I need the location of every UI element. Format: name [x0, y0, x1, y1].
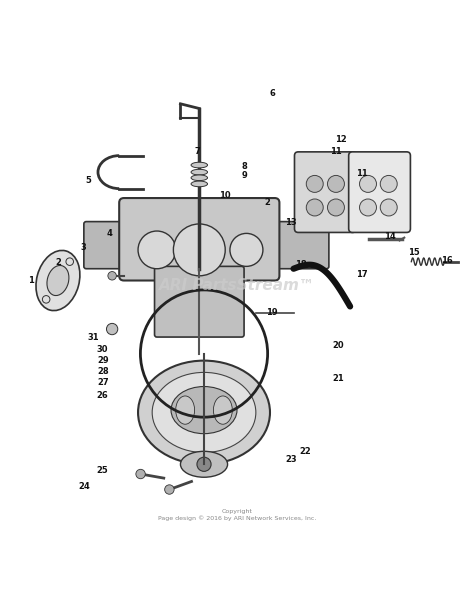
Text: 25: 25: [97, 466, 109, 475]
Circle shape: [66, 258, 73, 266]
Circle shape: [306, 199, 323, 216]
Text: 11: 11: [330, 147, 342, 156]
Text: 20: 20: [332, 340, 344, 349]
Circle shape: [359, 199, 376, 216]
Text: 14: 14: [384, 232, 396, 241]
FancyBboxPatch shape: [349, 152, 410, 232]
Text: 5: 5: [86, 176, 91, 185]
Text: 31: 31: [88, 333, 99, 342]
Circle shape: [359, 175, 376, 192]
Circle shape: [42, 296, 50, 303]
Circle shape: [328, 199, 345, 216]
Circle shape: [328, 175, 345, 192]
Circle shape: [380, 175, 397, 192]
Ellipse shape: [176, 396, 195, 424]
FancyBboxPatch shape: [155, 266, 244, 337]
Text: 13: 13: [285, 218, 297, 227]
Ellipse shape: [191, 162, 208, 168]
Text: 28: 28: [97, 367, 109, 376]
Text: 1: 1: [27, 276, 34, 285]
Text: 24: 24: [78, 482, 90, 491]
Ellipse shape: [138, 361, 270, 465]
Text: 3: 3: [81, 243, 87, 252]
Text: ARI PartsStream™: ARI PartsStream™: [159, 278, 315, 293]
Circle shape: [380, 199, 397, 216]
Circle shape: [107, 323, 118, 334]
Text: 9: 9: [241, 171, 247, 180]
Text: 26: 26: [97, 390, 109, 400]
Text: 12: 12: [335, 135, 346, 144]
Circle shape: [306, 175, 323, 192]
FancyBboxPatch shape: [294, 152, 356, 232]
Ellipse shape: [36, 251, 80, 311]
Ellipse shape: [191, 169, 208, 175]
Ellipse shape: [191, 181, 208, 187]
Circle shape: [164, 485, 174, 494]
Circle shape: [197, 457, 211, 472]
Text: 30: 30: [97, 345, 109, 354]
Text: 10: 10: [219, 191, 231, 200]
Circle shape: [230, 233, 263, 266]
Text: 7: 7: [194, 147, 200, 156]
Text: 2: 2: [264, 198, 271, 207]
Text: 29: 29: [97, 356, 109, 365]
Circle shape: [138, 231, 176, 268]
Text: 16: 16: [441, 256, 453, 265]
Circle shape: [108, 271, 117, 280]
Text: 8: 8: [241, 162, 247, 170]
Text: 22: 22: [300, 447, 311, 456]
Text: 6: 6: [269, 89, 275, 98]
Text: 11: 11: [356, 169, 368, 178]
FancyBboxPatch shape: [119, 198, 279, 280]
Text: 27: 27: [97, 378, 109, 387]
Text: 2: 2: [55, 258, 61, 267]
Text: 23: 23: [285, 455, 297, 464]
Text: 4: 4: [107, 229, 113, 238]
Text: 15: 15: [408, 248, 419, 257]
Ellipse shape: [47, 266, 69, 296]
Ellipse shape: [152, 372, 256, 453]
Ellipse shape: [213, 396, 232, 424]
Ellipse shape: [181, 451, 228, 477]
Circle shape: [173, 224, 225, 276]
FancyBboxPatch shape: [268, 222, 329, 268]
Text: 18: 18: [295, 260, 306, 270]
Text: 17: 17: [356, 270, 368, 279]
Text: 21: 21: [332, 374, 344, 383]
Ellipse shape: [171, 387, 237, 434]
Circle shape: [136, 469, 146, 479]
Text: Copyright
Page design © 2016 by ARI Network Services, Inc.: Copyright Page design © 2016 by ARI Netw…: [158, 509, 316, 521]
Ellipse shape: [191, 175, 208, 181]
FancyBboxPatch shape: [84, 222, 136, 268]
Text: 19: 19: [266, 308, 278, 317]
